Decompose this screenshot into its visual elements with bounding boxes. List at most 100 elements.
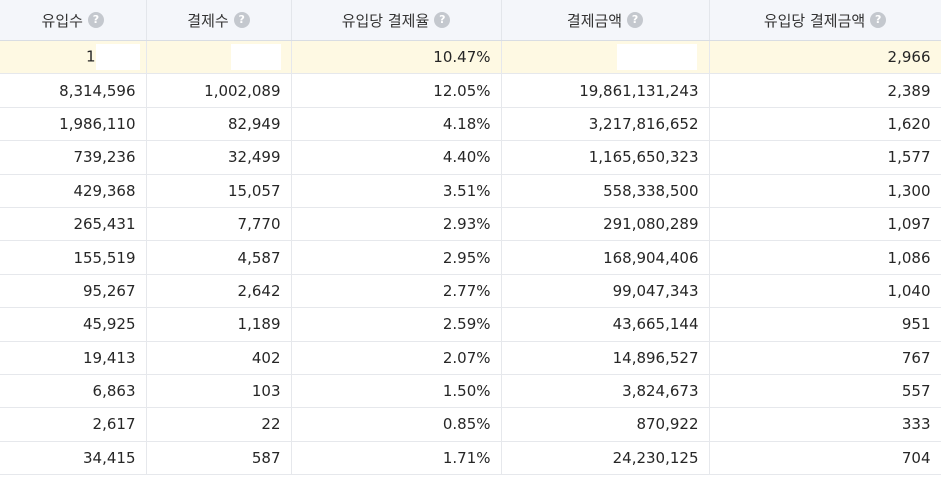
- cell-conversion-rate: 1.50%: [291, 374, 502, 409]
- table-row: 6,863 103 1.50% 3,824,673 557: [0, 374, 941, 409]
- cell-payment-amount: 19,861,131,243: [501, 73, 710, 108]
- column-header-label: 유입수: [41, 11, 83, 30]
- cell-amount-per-visit: 1,620: [709, 107, 941, 142]
- cell-payments: 32,499: [146, 140, 292, 175]
- table-row: 19,413 402 2.07% 14,896,527 767: [0, 341, 941, 375]
- column-header-visits[interactable]: 유입수 ?: [0, 0, 147, 41]
- column-header-label: 결제수: [187, 11, 229, 30]
- cell-payments: 82,949: [146, 107, 292, 142]
- cell-visits: 1,986,110: [0, 107, 147, 142]
- summary-cell-payments: [146, 40, 292, 75]
- cell-payments: 7,770: [146, 207, 292, 242]
- cell-payment-amount: 14,896,527: [501, 341, 710, 375]
- cell-payment-amount: 870,922: [501, 407, 710, 442]
- cell-amount-per-visit: 1,086: [709, 240, 941, 275]
- cell-payments: 22: [146, 407, 292, 442]
- cell-payments: 587: [146, 441, 292, 476]
- cell-conversion-rate: 0.85%: [291, 407, 502, 442]
- table-row: 155,519 4,587 2.95% 168,904,406 1,086: [0, 240, 941, 275]
- table-row: 95,267 2,642 2.77% 99,047,343 1,040: [0, 274, 941, 309]
- summary-cell-amount-per-visit: 2,966: [709, 40, 941, 75]
- cell-visits: 155,519: [0, 240, 147, 275]
- cell-payment-amount: 291,080,289: [501, 207, 710, 242]
- cell-visits: 95,267: [0, 274, 147, 309]
- table-row: 34,415 587 1.71% 24,230,125 704: [0, 441, 941, 476]
- cell-conversion-rate: 1.71%: [291, 441, 502, 476]
- cell-payment-amount: 24,230,125: [501, 441, 710, 476]
- cell-amount-per-visit: 1,300: [709, 174, 941, 208]
- redaction-mask: [616, 44, 697, 71]
- table-row: 1,986,110 82,949 4.18% 3,217,816,652 1,620: [0, 107, 941, 142]
- cell-payments: 15,057: [146, 174, 292, 208]
- table-row: 429,368 15,057 3.51% 558,338,500 1,300: [0, 174, 941, 208]
- cell-conversion-rate: 4.40%: [291, 140, 502, 175]
- summary-row: 1 10.47% 2,966: [0, 40, 941, 75]
- cell-visits: 429,368: [0, 174, 147, 208]
- cell-conversion-rate: 2.59%: [291, 307, 502, 342]
- redaction-mask: [95, 44, 140, 71]
- summary-cell-conversion-rate: 10.47%: [291, 40, 502, 75]
- cell-amount-per-visit: 333: [709, 407, 941, 442]
- cell-amount-per-visit: 2,389: [709, 73, 941, 108]
- column-header-payments[interactable]: 결제수 ?: [146, 0, 292, 41]
- column-header-label: 유입당 결제금액: [763, 11, 866, 30]
- cell-payments: 2,642: [146, 274, 292, 309]
- cell-payment-amount: 3,217,816,652: [501, 107, 710, 142]
- cell-payments: 1,002,089: [146, 73, 292, 108]
- cell-conversion-rate: 2.93%: [291, 207, 502, 242]
- cell-conversion-rate: 2.07%: [291, 341, 502, 375]
- help-icon[interactable]: ?: [87, 12, 104, 28]
- cell-payments: 103: [146, 374, 292, 409]
- cell-visits: 739,236: [0, 140, 147, 175]
- summary-visits-fragment: 1: [85, 47, 96, 66]
- cell-payments: 1,189: [146, 307, 292, 342]
- cell-conversion-rate: 3.51%: [291, 174, 502, 208]
- table-row: 8,314,596 1,002,089 12.05% 19,861,131,243 2,…: [0, 73, 941, 108]
- table-row: 739,236 32,499 4.40% 1,165,650,323 1,577: [0, 140, 941, 175]
- cell-visits: 34,415: [0, 441, 147, 476]
- cell-visits: 19,413: [0, 341, 147, 375]
- cell-payment-amount: 3,824,673: [501, 374, 710, 409]
- header-row: 유입수 ? 결제수 ? 유입당 결제율 ?: [0, 0, 941, 41]
- table-row: 2,617 22 0.85% 870,922 333: [0, 407, 941, 442]
- conversion-table: 유입수 ? 결제수 ? 유입당 결제율 ?: [0, 0, 941, 476]
- cell-payment-amount: 1,165,650,323: [501, 140, 710, 175]
- cell-amount-per-visit: 951: [709, 307, 941, 342]
- help-icon[interactable]: ?: [627, 12, 644, 28]
- cell-conversion-rate: 2.95%: [291, 240, 502, 275]
- table-body: 1 10.47% 2,966 8,314,596 1,002,089 12.05% 1…: [0, 40, 941, 476]
- cell-amount-per-visit: 767: [709, 341, 941, 375]
- cell-visits: 2,617: [0, 407, 147, 442]
- cell-amount-per-visit: 1,577: [709, 140, 941, 175]
- cell-conversion-rate: 4.18%: [291, 107, 502, 142]
- cell-visits: 265,431: [0, 207, 147, 242]
- table-header: 유입수 ? 결제수 ? 유입당 결제율 ?: [0, 0, 941, 41]
- column-header-conversion-rate[interactable]: 유입당 결제율 ?: [291, 0, 502, 41]
- cell-payment-amount: 99,047,343: [501, 274, 710, 309]
- redaction-mask: [230, 44, 281, 71]
- summary-cell-payment-amount: [501, 40, 710, 75]
- column-header-label: 유입당 결제율: [341, 11, 430, 30]
- help-icon[interactable]: ?: [870, 12, 887, 28]
- column-header-amount-per-visit[interactable]: 유입당 결제금액 ?: [709, 0, 941, 41]
- cell-amount-per-visit: 557: [709, 374, 941, 409]
- cell-amount-per-visit: 1,097: [709, 207, 941, 242]
- help-icon[interactable]: ?: [434, 12, 451, 28]
- table-row: 265,431 7,770 2.93% 291,080,289 1,097: [0, 207, 941, 242]
- help-icon[interactable]: ?: [233, 12, 250, 28]
- cell-visits: 45,925: [0, 307, 147, 342]
- column-header-payment-amount[interactable]: 결제금액 ?: [501, 0, 710, 41]
- cell-amount-per-visit: 1,040: [709, 274, 941, 309]
- column-header-label: 결제금액: [566, 11, 623, 30]
- cell-payment-amount: 43,665,144: [501, 307, 710, 342]
- cell-visits: 6,863: [0, 374, 147, 409]
- cell-amount-per-visit: 704: [709, 441, 941, 476]
- summary-cell-visits: 1: [0, 40, 147, 75]
- cell-visits: 8,314,596: [0, 73, 147, 108]
- cell-payments: 4,587: [146, 240, 292, 275]
- table-row: 45,925 1,189 2.59% 43,665,144 951: [0, 307, 941, 342]
- cell-payments: 402: [146, 341, 292, 375]
- cell-payment-amount: 558,338,500: [501, 174, 710, 208]
- cell-payment-amount: 168,904,406: [501, 240, 710, 275]
